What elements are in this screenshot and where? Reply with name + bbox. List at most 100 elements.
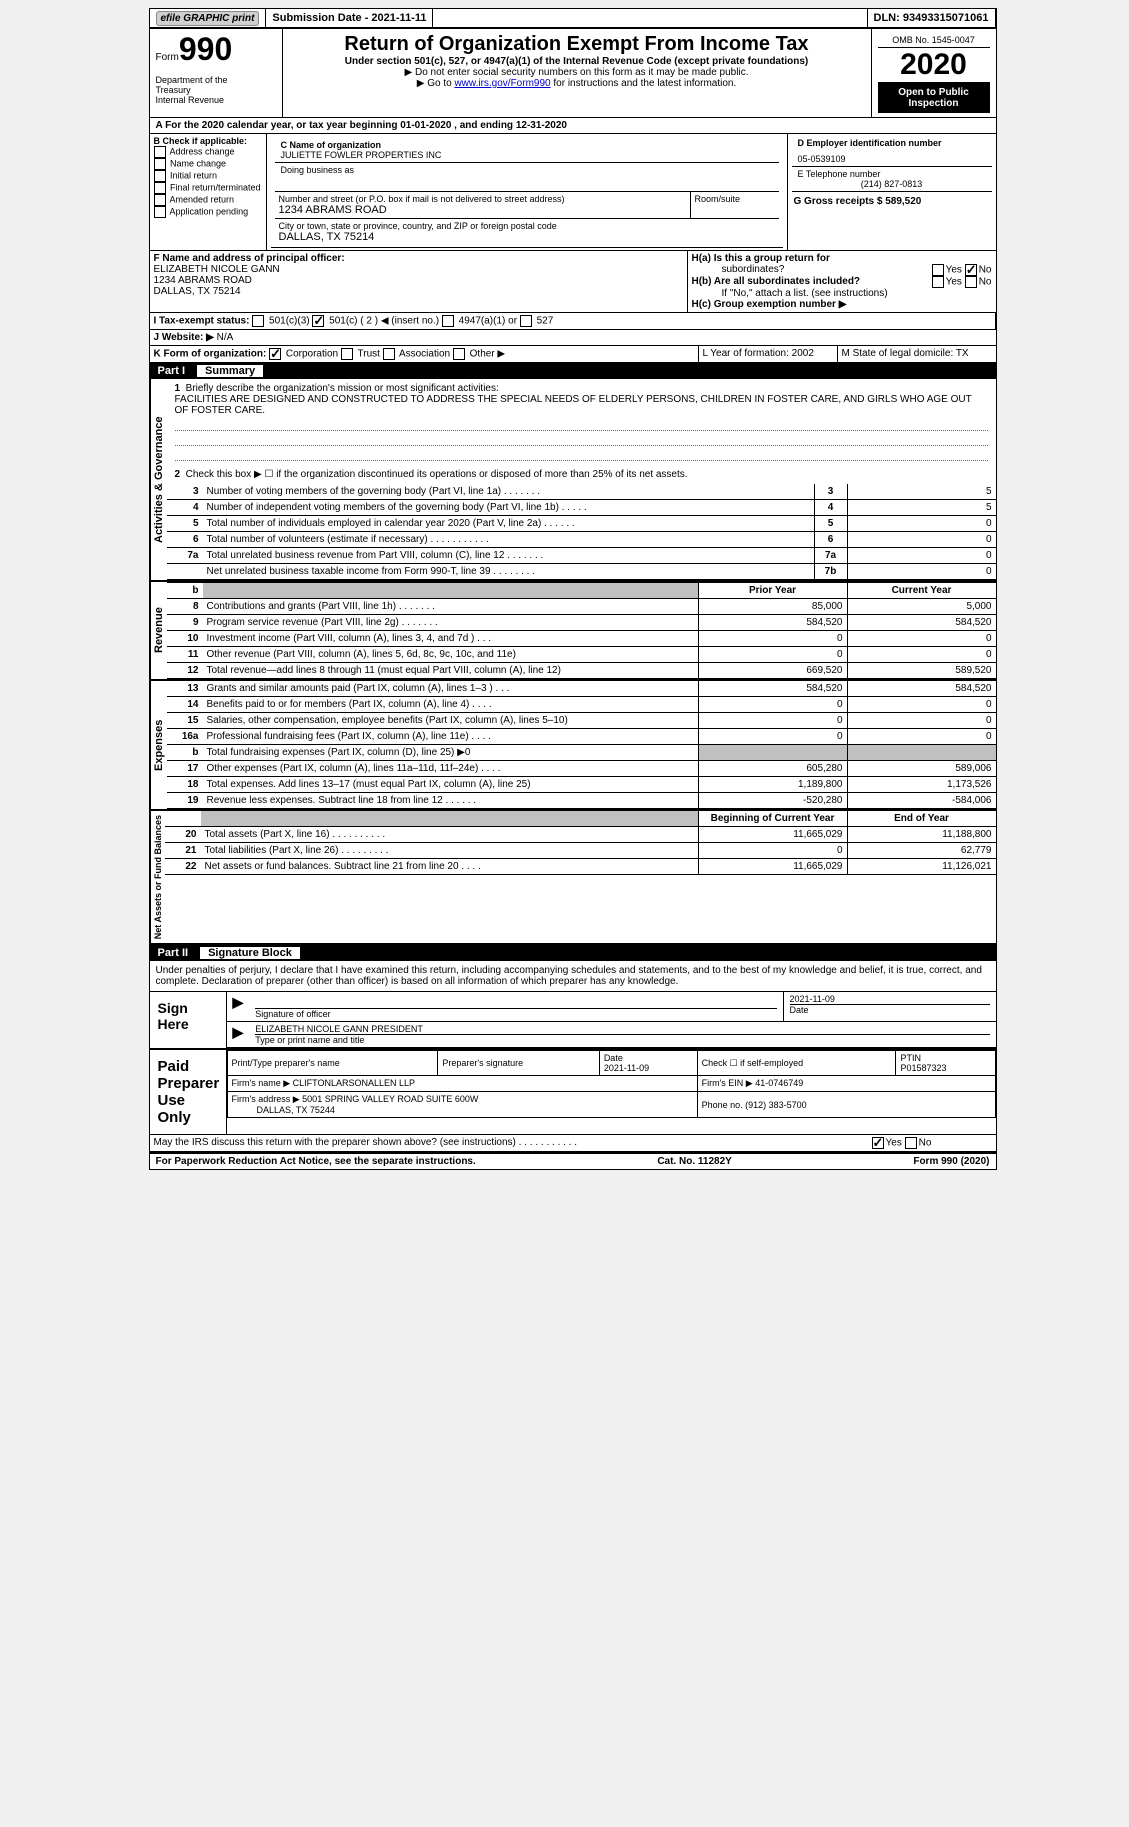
assoc-checkbox[interactable] xyxy=(383,348,395,360)
paid-preparer-label: Paid Preparer Use Only xyxy=(150,1050,227,1134)
hb-yes-checkbox[interactable] xyxy=(932,276,944,288)
line-label: Number of voting members of the governin… xyxy=(203,484,814,499)
line-value: 5 xyxy=(847,484,996,499)
phone-value: (214) 827-0813 xyxy=(798,179,986,189)
501c3-checkbox[interactable] xyxy=(252,315,264,327)
line-num: 4 xyxy=(167,500,203,515)
line-label: Total fundraising expenses (Part IX, col… xyxy=(203,745,698,760)
current-value: 0 xyxy=(847,697,996,712)
line-value: 5 xyxy=(847,500,996,515)
org-name-value: JULIETTE FOWLER PROPERTIES INC xyxy=(281,150,773,160)
line-num xyxy=(167,564,203,579)
501c-checkbox[interactable] xyxy=(312,315,324,327)
discuss-no-checkbox[interactable] xyxy=(905,1137,917,1149)
officer-city: DALLAS, TX 75214 xyxy=(154,286,683,297)
prior-value: 0 xyxy=(698,647,847,662)
b-option-checkbox[interactable] xyxy=(154,146,166,158)
line-label: Net assets or fund balances. Subtract li… xyxy=(201,859,698,874)
line-num: 8 xyxy=(167,599,203,614)
part-1-title: Summary xyxy=(197,365,263,377)
current-year-header: Current Year xyxy=(847,583,996,598)
prior-value: 0 xyxy=(698,713,847,728)
line-label: Salaries, other compensation, employee b… xyxy=(203,713,698,728)
firm-ein: 41-0746749 xyxy=(755,1078,803,1088)
name-arrow-icon: ▶ xyxy=(227,1022,250,1047)
b-option-checkbox[interactable] xyxy=(154,158,166,170)
line-label: Number of independent voting members of … xyxy=(203,500,814,515)
line-label: Investment income (Part VIII, column (A)… xyxy=(203,631,698,646)
ha-no-checkbox[interactable] xyxy=(965,264,977,276)
paperwork-notice: For Paperwork Reduction Act Notice, see … xyxy=(156,1156,476,1167)
corp-checkbox[interactable] xyxy=(269,348,281,360)
prior-year-header: Prior Year xyxy=(698,583,847,598)
b-option-checkbox[interactable] xyxy=(154,170,166,182)
current-value xyxy=(847,745,996,760)
header-row: Form990 Department of the Treasury Inter… xyxy=(150,29,996,118)
net-assets-label: Net Assets or Fund Balances xyxy=(150,811,165,943)
527-checkbox[interactable] xyxy=(520,315,532,327)
line-num: 12 xyxy=(167,663,203,678)
line-num: 10 xyxy=(167,631,203,646)
line-label: Contributions and grants (Part VIII, lin… xyxy=(203,599,698,614)
tax-year: 2020 xyxy=(878,48,990,83)
current-value: 62,779 xyxy=(847,843,996,858)
sections-b-c-d: B Check if applicable: Address change Na… xyxy=(150,134,996,251)
efile-print: efile GRAPHIC print xyxy=(150,9,267,27)
line-label: Revenue less expenses. Subtract line 18 … xyxy=(203,793,698,808)
city-label: City or town, state or province, country… xyxy=(279,221,775,231)
ein-label: D Employer identification number xyxy=(798,138,986,148)
part-2-title: Signature Block xyxy=(200,947,300,959)
ha-yes-checkbox[interactable] xyxy=(932,264,944,276)
line-label: Total unrelated business revenue from Pa… xyxy=(203,548,814,563)
part-1-header: Part I Summary xyxy=(150,363,996,379)
part-2-num: Part II xyxy=(158,947,201,959)
efile-graphic-button[interactable]: efile GRAPHIC print xyxy=(156,11,260,26)
inspection-label: Open to Public Inspection xyxy=(878,83,990,113)
4947-checkbox[interactable] xyxy=(442,315,454,327)
top-bar: efile GRAPHIC print Submission Date - 20… xyxy=(150,9,996,29)
begin-year-header: Beginning of Current Year xyxy=(698,811,847,826)
form-title: Return of Organization Exempt From Incom… xyxy=(289,33,865,56)
hb-hint: If "No," attach a list. (see instruction… xyxy=(692,288,992,299)
line-label: Total number of individuals employed in … xyxy=(203,516,814,531)
line-label: Total number of volunteers (estimate if … xyxy=(203,532,814,547)
sign-here-block: Sign Here ▶ Signature of officer 2021-11… xyxy=(150,991,996,1049)
line-value: 0 xyxy=(847,548,996,563)
trust-checkbox[interactable] xyxy=(341,348,353,360)
prior-value: -520,280 xyxy=(698,793,847,808)
discuss-yes-checkbox[interactable] xyxy=(872,1137,884,1149)
line-num: 19 xyxy=(167,793,203,808)
section-b-label: B Check if applicable: xyxy=(154,136,262,146)
b-option-label: Address change xyxy=(170,146,235,156)
current-value: 589,006 xyxy=(847,761,996,776)
sig-date-value: 2021-11-09 xyxy=(790,994,990,1004)
room-label: Room/suite xyxy=(691,192,779,218)
line-num: 9 xyxy=(167,615,203,630)
form-ref: Form 990 (2020) xyxy=(913,1156,989,1167)
line-label: Total revenue—add lines 8 through 11 (mu… xyxy=(203,663,698,678)
line-label: Total liabilities (Part X, line 26) . . … xyxy=(201,843,698,858)
title-box: Return of Organization Exempt From Incom… xyxy=(283,29,872,117)
irs-link[interactable]: www.irs.gov/Form990 xyxy=(454,78,550,89)
sig-officer-label: Signature of officer xyxy=(255,1008,776,1019)
hb-no-checkbox[interactable] xyxy=(965,276,977,288)
line-num: 22 xyxy=(165,859,201,874)
current-value: 5,000 xyxy=(847,599,996,614)
line-label: Other revenue (Part VIII, column (A), li… xyxy=(203,647,698,662)
spacer xyxy=(433,9,867,27)
b-option-checkbox[interactable] xyxy=(154,182,166,194)
prior-value: 11,665,029 xyxy=(698,859,847,874)
line-num: 14 xyxy=(167,697,203,712)
b-option-checkbox[interactable] xyxy=(154,194,166,206)
hc-label: H(c) Group exemption number ▶ xyxy=(692,299,992,310)
other-checkbox[interactable] xyxy=(453,348,465,360)
line-num: 15 xyxy=(167,713,203,728)
b-option-checkbox[interactable] xyxy=(154,206,166,218)
sections-f-h: F Name and address of principal officer:… xyxy=(150,251,996,313)
city-value: DALLAS, TX 75214 xyxy=(279,231,775,243)
officer-name-title: ELIZABETH NICOLE GANN PRESIDENT xyxy=(255,1024,989,1034)
end-year-header: End of Year xyxy=(847,811,996,826)
section-a-period: A For the 2020 calendar year, or tax yea… xyxy=(150,118,996,134)
gross-receipts: G Gross receipts $ 589,520 xyxy=(792,192,992,211)
line-box: 6 xyxy=(814,532,847,547)
